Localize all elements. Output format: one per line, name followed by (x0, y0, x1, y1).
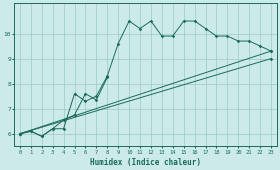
X-axis label: Humidex (Indice chaleur): Humidex (Indice chaleur) (90, 158, 201, 167)
